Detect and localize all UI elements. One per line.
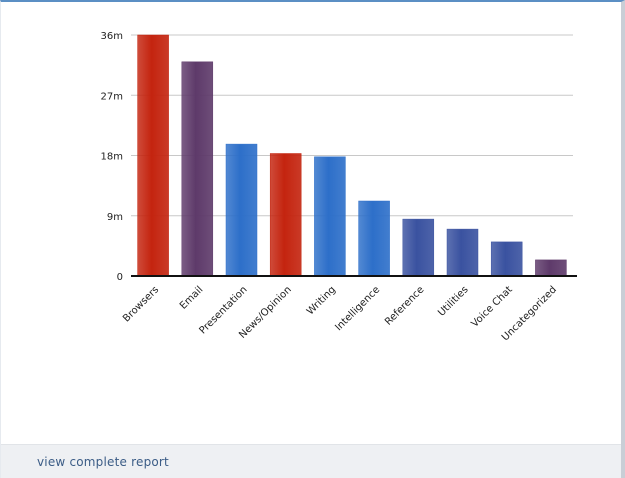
- x-category-label: Reference: [383, 284, 426, 327]
- bar-voice-chat[interactable]: [490, 241, 523, 277]
- x-category-label: Email: [178, 284, 205, 311]
- x-category-label: Browsers: [121, 284, 161, 324]
- bar-uncategorized[interactable]: [535, 259, 567, 277]
- panel-footer: view complete report: [1, 444, 621, 478]
- y-tick-label: 18m: [101, 152, 123, 163]
- y-tick-label: 0: [117, 272, 123, 283]
- bar-browsers[interactable]: [137, 34, 169, 277]
- bar-presentation[interactable]: [225, 143, 258, 277]
- x-category-label: Utilities: [436, 284, 470, 318]
- bar-writing[interactable]: [314, 156, 346, 277]
- x-category-label: Intelligence: [333, 284, 382, 333]
- view-complete-report-link[interactable]: view complete report: [37, 455, 169, 469]
- bar-news-opinion[interactable]: [269, 153, 302, 277]
- bar-email[interactable]: [181, 61, 214, 277]
- y-tick-label: 27m: [101, 91, 123, 102]
- x-category-label: Writing: [305, 284, 338, 317]
- bar-reference[interactable]: [402, 218, 435, 277]
- y-tick-label: 36m: [101, 31, 123, 42]
- y-tick-label: 9m: [107, 212, 123, 223]
- x-category-label: Voice Chat: [469, 284, 514, 329]
- bar-utilities[interactable]: [446, 228, 479, 277]
- bar-intelligence[interactable]: [358, 200, 390, 277]
